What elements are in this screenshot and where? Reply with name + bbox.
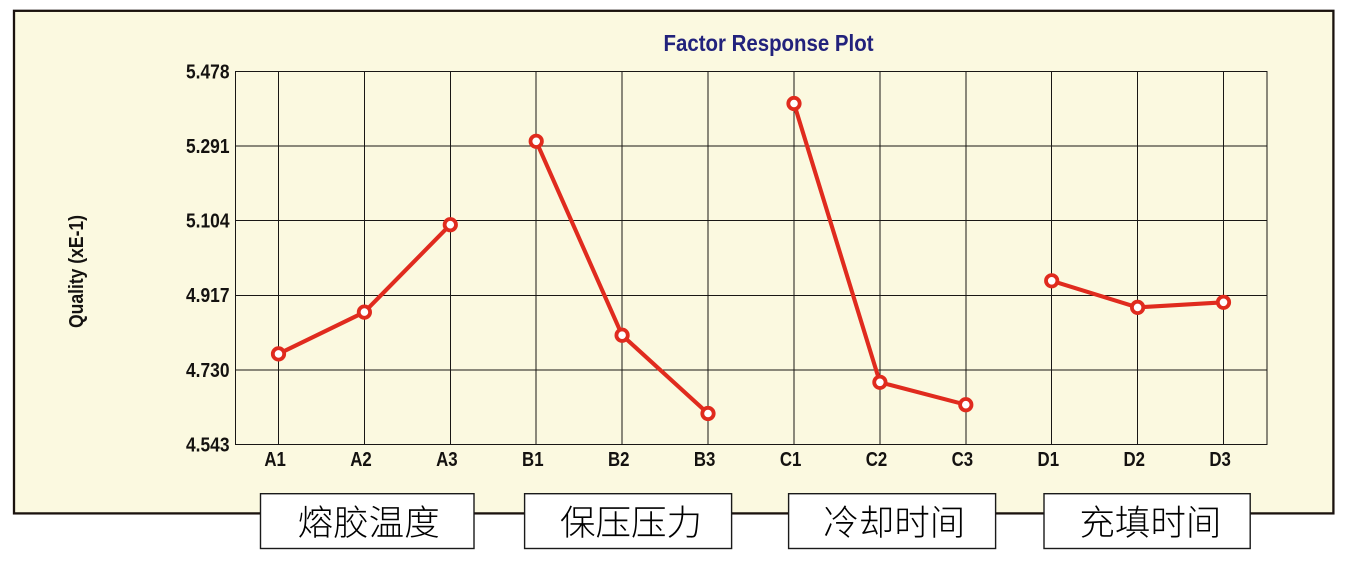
svg-text:A2: A2 xyxy=(350,449,372,471)
svg-text:B2: B2 xyxy=(608,449,630,471)
svg-text:C1: C1 xyxy=(780,449,802,471)
svg-text:4.543: 4.543 xyxy=(186,434,230,456)
svg-text:Factor Response Plot: Factor Response Plot xyxy=(664,30,874,56)
svg-text:5.478: 5.478 xyxy=(186,61,230,83)
svg-text:4.917: 4.917 xyxy=(186,285,230,307)
svg-text:B1: B1 xyxy=(522,449,544,471)
svg-text:4.730: 4.730 xyxy=(186,360,230,382)
svg-text:B3: B3 xyxy=(694,449,716,471)
svg-text:D1: D1 xyxy=(1038,449,1060,471)
svg-text:5.291: 5.291 xyxy=(186,136,230,158)
svg-text:C2: C2 xyxy=(866,449,888,471)
svg-text:D3: D3 xyxy=(1209,449,1231,471)
svg-text:5.104: 5.104 xyxy=(186,211,230,233)
svg-text:A1: A1 xyxy=(264,449,286,471)
svg-text:D2: D2 xyxy=(1123,449,1145,471)
svg-text:C3: C3 xyxy=(952,449,974,471)
svg-text:Quality (xE-1): Quality (xE-1) xyxy=(66,215,88,328)
svg-text:A3: A3 xyxy=(436,449,458,471)
